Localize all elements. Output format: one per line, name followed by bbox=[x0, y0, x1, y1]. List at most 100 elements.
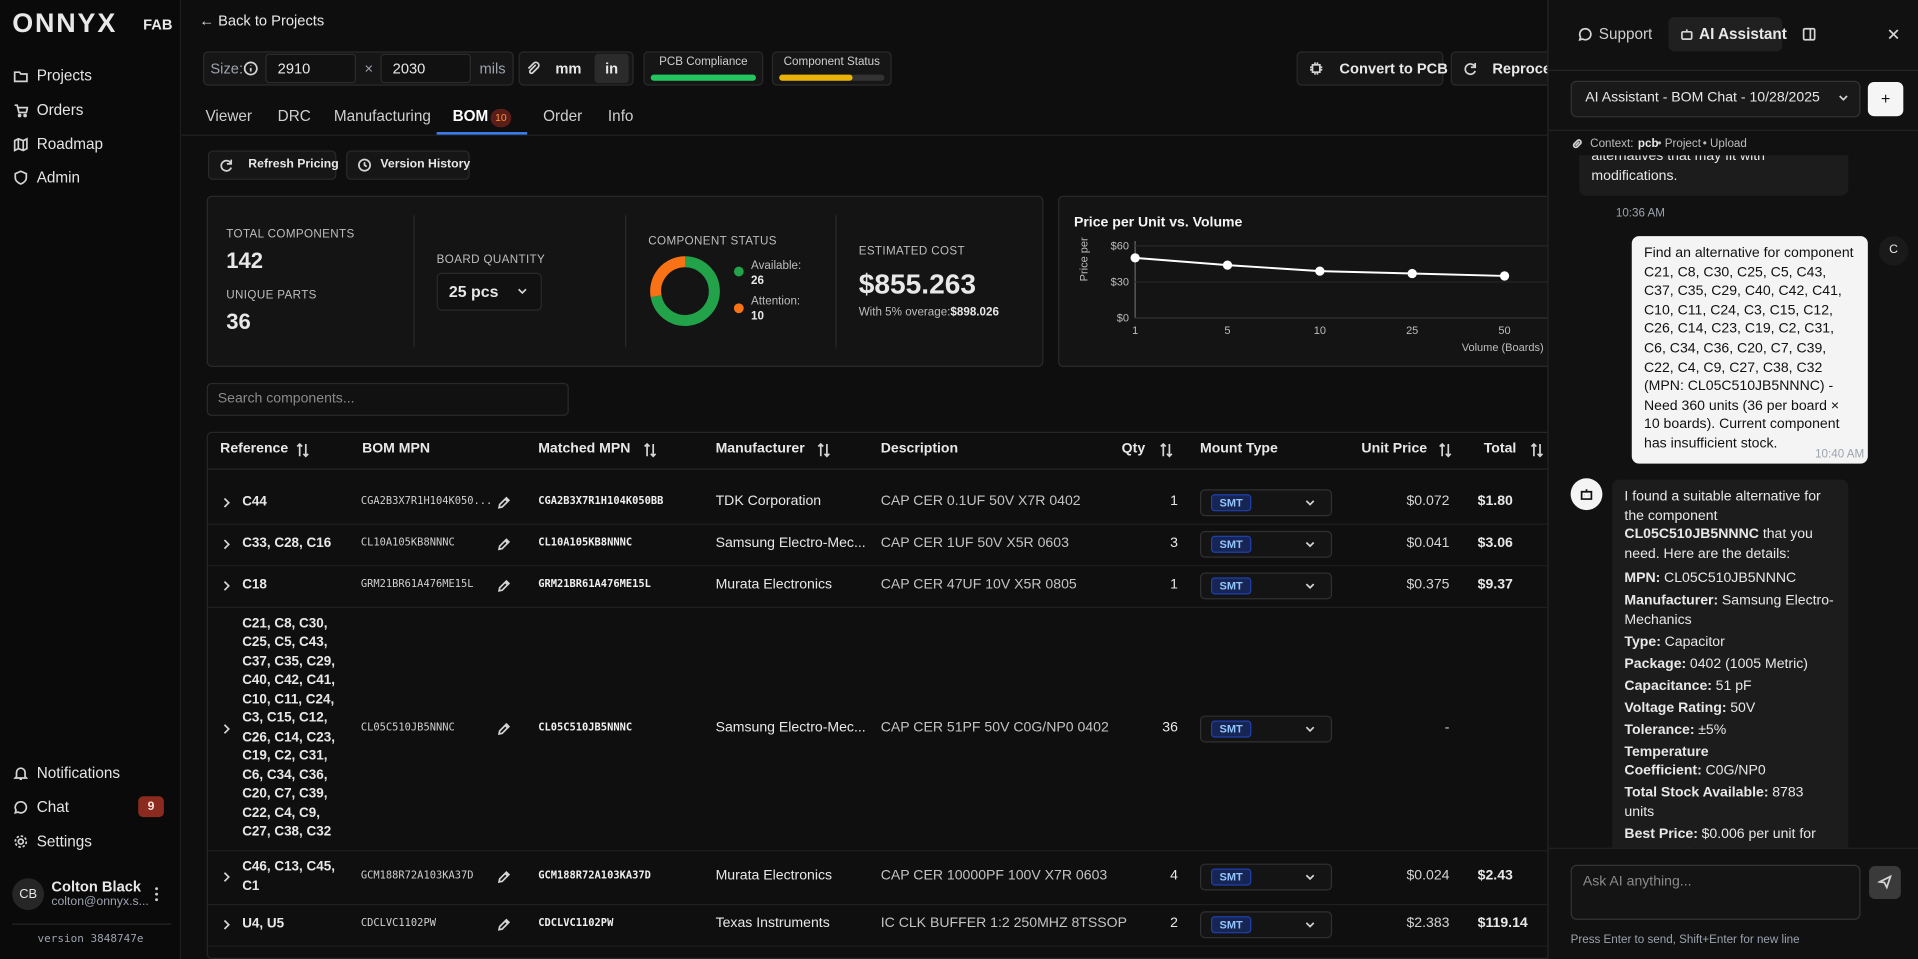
unit-price: $0.072 bbox=[1406, 493, 1450, 509]
panel-tab-active[interactable] bbox=[1668, 17, 1783, 52]
convert-button[interactable] bbox=[1296, 51, 1444, 86]
description: IC CLK BUFFER 1:2 250MHZ 8TSSOP bbox=[880, 916, 1127, 931]
session-select[interactable] bbox=[1570, 80, 1861, 118]
edit-icon[interactable] bbox=[497, 495, 512, 510]
panel-tab[interactable]: Support bbox=[1598, 25, 1653, 43]
nav-item[interactable]: Orders bbox=[36, 101, 84, 119]
sort-icon[interactable] bbox=[1160, 442, 1173, 458]
expand-icon[interactable] bbox=[220, 919, 232, 931]
tab[interactable]: DRC bbox=[277, 107, 311, 125]
unit-mm[interactable]: mm bbox=[555, 59, 582, 78]
bom-mpn: GRM21BR61A476ME15L bbox=[360, 578, 474, 591]
expand-icon[interactable] bbox=[220, 580, 232, 592]
detail-value: C0G/NP0 bbox=[1705, 763, 1766, 779]
message-text: I found a suitable alternative for the c… bbox=[1624, 489, 1821, 524]
sort-icon[interactable] bbox=[817, 442, 830, 458]
matched-mpn: CDCLVC1102PW bbox=[538, 917, 614, 930]
header-border bbox=[207, 468, 1588, 470]
legend-label: Available: bbox=[751, 259, 802, 273]
bom-mpn: CL05C510JB5NNNC bbox=[360, 721, 455, 734]
column-header: Description bbox=[880, 441, 959, 457]
total-price: $9.37 bbox=[1477, 577, 1513, 593]
nav-item[interactable]: Projects bbox=[36, 67, 92, 85]
total-price: $2.43 bbox=[1477, 868, 1513, 884]
expand-icon[interactable] bbox=[220, 871, 232, 883]
unit-in[interactable]: in bbox=[594, 53, 629, 84]
tab[interactable]: Manufacturing bbox=[333, 107, 431, 125]
edit-icon[interactable] bbox=[497, 537, 512, 552]
width-input[interactable] bbox=[265, 53, 356, 84]
icon bbox=[1877, 874, 1892, 890]
icon bbox=[13, 137, 28, 152]
logo[interactable]: ONNYX bbox=[12, 7, 118, 38]
stat-label: BOARD QUANTITY bbox=[436, 253, 546, 267]
convert-label: Convert to PCB bbox=[1339, 59, 1448, 78]
sort-icon[interactable] bbox=[643, 442, 657, 458]
edit-icon[interactable] bbox=[497, 579, 512, 594]
chat-input[interactable] bbox=[1570, 864, 1861, 920]
column-header: Reference bbox=[220, 441, 289, 457]
refresh-button[interactable] bbox=[207, 150, 337, 180]
divider bbox=[413, 215, 415, 348]
sort-icon[interactable] bbox=[296, 442, 309, 458]
tab[interactable]: Order bbox=[543, 107, 583, 125]
icon bbox=[1839, 95, 1848, 101]
chart-card bbox=[1058, 195, 1585, 367]
unit-price: $0.024 bbox=[1406, 868, 1450, 884]
bom-mpn: CGA2B3X7R1H104K050... bbox=[360, 494, 493, 508]
new-chat-button[interactable]: + bbox=[1867, 81, 1904, 117]
detail-label: Temperature Coefficient: bbox=[1624, 744, 1709, 779]
column-header: BOM MPN bbox=[362, 441, 431, 457]
detail-label: Capacitance: bbox=[1624, 678, 1713, 694]
manufacturer: Texas Instruments bbox=[715, 916, 830, 931]
refresh-label: Refresh Pricing bbox=[248, 157, 339, 172]
row-border bbox=[207, 850, 1588, 852]
x-tick-label: 10 bbox=[1314, 325, 1326, 337]
description: CAP CER 10000PF 100V X7R 0603 bbox=[880, 868, 1108, 884]
nav-item[interactable]: Notifications bbox=[36, 764, 120, 782]
expand-icon[interactable] bbox=[220, 538, 232, 550]
quantity: 3 bbox=[1170, 535, 1178, 551]
tab-badge: 10 bbox=[490, 108, 512, 128]
icon-path bbox=[1305, 583, 1315, 589]
bom-table: Reference BOM MPN Matched MPN Manufacturer D… bbox=[206, 431, 1589, 959]
icon-path bbox=[296, 442, 309, 458]
stat-label: COMPONENT STATUS bbox=[648, 234, 777, 249]
sort-icon[interactable] bbox=[1530, 442, 1544, 458]
row-border bbox=[207, 565, 1588, 567]
detail-value: CL05C510JB5NNNC bbox=[1664, 571, 1797, 587]
sort-icon[interactable] bbox=[1438, 442, 1452, 458]
tab[interactable]: Viewer bbox=[205, 107, 252, 125]
total-price: $3.06 bbox=[1477, 535, 1513, 551]
edit-icon[interactable] bbox=[497, 870, 512, 885]
edit-icon[interactable] bbox=[497, 721, 512, 736]
nav-item[interactable]: Roadmap bbox=[36, 135, 103, 153]
icon bbox=[14, 170, 28, 185]
matched-mpn: CL10A105KB8NNNC bbox=[538, 536, 633, 550]
search-input[interactable] bbox=[206, 382, 569, 416]
mount-select[interactable] bbox=[1199, 488, 1333, 516]
legend-value: 10 bbox=[751, 309, 764, 323]
icon bbox=[14, 800, 28, 815]
expand-icon[interactable] bbox=[220, 496, 232, 508]
detail-line: Total Stock Available: 8783 units bbox=[1624, 785, 1836, 823]
nav-item[interactable]: Admin bbox=[36, 168, 81, 186]
mount-select[interactable] bbox=[1199, 530, 1333, 558]
progress-track bbox=[650, 74, 756, 81]
expand-icon[interactable] bbox=[220, 722, 232, 734]
nav-item[interactable]: Chat bbox=[36, 798, 69, 816]
icon-path bbox=[223, 539, 230, 550]
back-link[interactable]: ← Back to Projects bbox=[199, 12, 325, 30]
icon bbox=[1305, 499, 1315, 506]
edit-icon[interactable] bbox=[497, 917, 512, 932]
tab-active[interactable]: BOM bbox=[452, 107, 489, 125]
history-button[interactable] bbox=[346, 150, 470, 180]
user-bubble: Find an alternative for component C21, C… bbox=[1631, 236, 1868, 464]
context-label: Context: bbox=[1590, 136, 1634, 151]
close-button[interactable] bbox=[1887, 28, 1899, 40]
user-menu[interactable] bbox=[152, 886, 162, 903]
nav-item[interactable]: Settings bbox=[36, 833, 92, 851]
height-input[interactable] bbox=[380, 53, 471, 84]
tab[interactable]: Info bbox=[607, 107, 634, 125]
